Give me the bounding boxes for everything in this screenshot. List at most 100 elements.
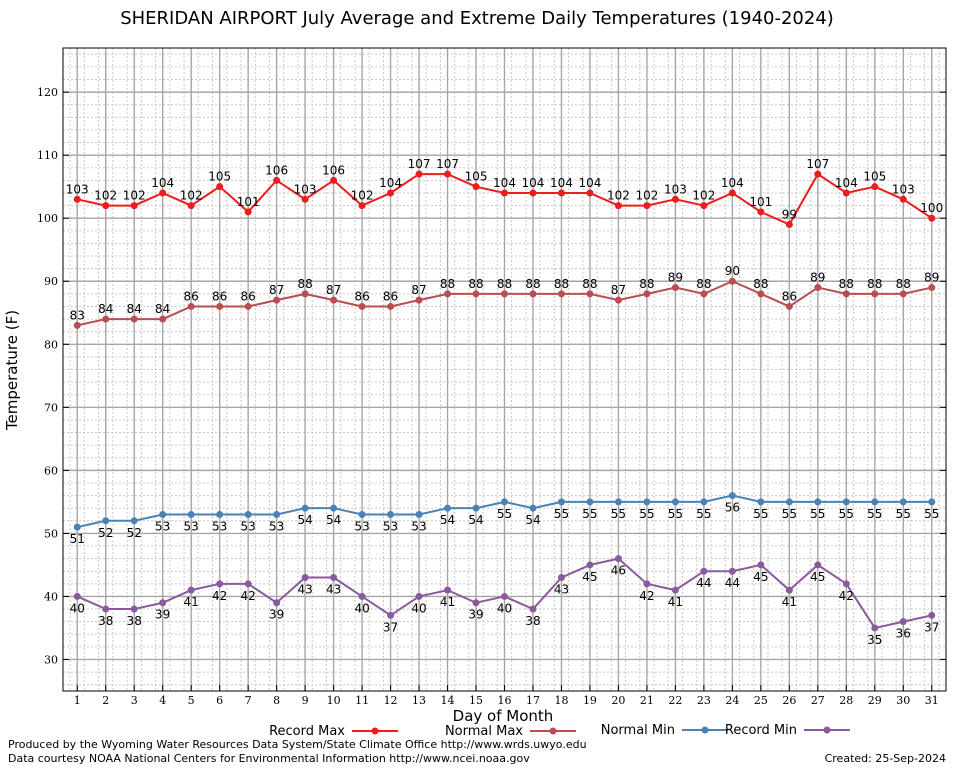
normal-max-data-label: 88: [753, 277, 768, 291]
normal-min-point: [842, 498, 850, 506]
record-min-point: [387, 611, 395, 619]
normal-min-data-label: 55: [753, 507, 768, 521]
x-tick-label: 12: [384, 694, 398, 707]
normal-max-point: [529, 290, 537, 298]
normal-min-data-label: 54: [525, 513, 540, 527]
legend-label-record-min: Record Min: [725, 723, 797, 738]
record-min-data-label: 46: [611, 564, 626, 578]
record-min-data-label: 39: [155, 608, 170, 622]
record-min-data-label: 44: [725, 576, 740, 590]
record-min-data-label: 39: [269, 608, 284, 622]
x-tick-label: 14: [441, 694, 455, 707]
record-min-point: [130, 605, 138, 613]
normal-min-point: [73, 523, 81, 531]
record-max-point: [529, 189, 537, 197]
record-max-point: [73, 195, 81, 203]
normal-min-point: [187, 510, 195, 518]
normal-max-data-label: 87: [611, 283, 626, 297]
x-axis-label: Day of Month: [453, 707, 554, 725]
normal-max-data-label: 87: [269, 283, 284, 297]
record-max-data-label: 104: [493, 176, 516, 190]
y-tick-label: 80: [44, 338, 58, 351]
record-min-point: [159, 599, 167, 607]
record-min-data-label: 39: [468, 608, 483, 622]
record-max-data-label: 105: [863, 170, 886, 184]
record-max-data-label: 104: [522, 176, 545, 190]
normal-min-point: [244, 510, 252, 518]
normal-max-point: [358, 302, 366, 310]
normal-max-data-label: 86: [241, 289, 256, 303]
normal-min-data-label: 54: [326, 513, 341, 527]
record-min-point: [700, 567, 708, 575]
normal-min-point: [700, 498, 708, 506]
record-min-data-label: 42: [212, 589, 227, 603]
record-max-data-label: 104: [550, 176, 573, 190]
legend-label-normal-max: Normal Max: [445, 724, 523, 739]
record-min-data-label: 38: [525, 614, 540, 628]
record-min-point: [529, 605, 537, 613]
normal-min-point: [643, 498, 651, 506]
normal-max-point: [330, 296, 338, 304]
record-min-point: [928, 611, 936, 619]
credit-line-1: Produced by the Wyoming Water Resources …: [8, 738, 587, 751]
record-max-point: [614, 202, 622, 210]
normal-min-data-label: 53: [411, 519, 426, 533]
normal-min-data-label: 53: [269, 519, 284, 533]
x-tick-label: 26: [782, 694, 796, 707]
legend-label-record-max: Record Max: [269, 724, 345, 739]
x-tick-label: 20: [611, 694, 625, 707]
record-max-point: [216, 183, 224, 191]
y-tick-label: 60: [44, 464, 58, 477]
normal-max-point: [842, 290, 850, 298]
record-min-point: [671, 586, 679, 594]
record-max-data-label: 100: [920, 201, 943, 215]
normal-min-point: [102, 517, 110, 525]
grid-lines: [63, 48, 946, 691]
record-max-point: [102, 202, 110, 210]
normal-max-data-label: 87: [411, 283, 426, 297]
record-min-point: [614, 555, 622, 563]
x-tick-label: 9: [302, 694, 309, 707]
normal-min-data-label: 53: [184, 519, 199, 533]
record-max-data-label: 101: [237, 195, 260, 209]
record-max-point: [557, 189, 565, 197]
x-tick-label: 27: [811, 694, 825, 707]
record-max-data-label: 102: [123, 189, 146, 203]
record-min-point: [728, 567, 736, 575]
normal-min-point: [586, 498, 594, 506]
x-tick-label: 25: [754, 694, 768, 707]
normal-max-data-label: 88: [440, 277, 455, 291]
record-max-data-label: 102: [94, 189, 117, 203]
normal-max-data-label: 84: [155, 302, 170, 316]
normal-min-data-label: 52: [98, 526, 113, 540]
normal-max-point: [387, 302, 395, 310]
record-min-point: [472, 599, 480, 607]
record-max-point: [187, 202, 195, 210]
normal-max-data-label: 88: [468, 277, 483, 291]
record-max-data-label: 105: [208, 170, 231, 184]
record-max-data-label: 106: [265, 163, 288, 177]
record-min-data-label: 41: [440, 595, 455, 609]
normal-min-point: [671, 498, 679, 506]
normal-min-point: [814, 498, 822, 506]
normal-max-data-label: 86: [354, 289, 369, 303]
record-min-data-label: 40: [411, 601, 426, 615]
record-max-data-label: 104: [151, 176, 174, 190]
record-max-data-label: 107: [436, 157, 459, 171]
normal-min-data-label: 56: [725, 501, 740, 515]
record-max-point: [871, 183, 879, 191]
normal-min-point: [273, 510, 281, 518]
normal-min-data-label: 55: [554, 507, 569, 521]
normal-min-data-label: 55: [924, 507, 939, 521]
record-max-point: [814, 170, 822, 178]
normal-min-data-label: 53: [354, 519, 369, 533]
normal-min-point: [130, 517, 138, 525]
record-max-point: [643, 202, 651, 210]
normal-max-point: [216, 302, 224, 310]
record-min-point: [444, 586, 452, 594]
normal-min-data-label: 54: [468, 513, 483, 527]
record-max-point: [671, 195, 679, 203]
normal-min-data-label: 55: [782, 507, 797, 521]
record-max-data-label: 103: [664, 182, 687, 196]
normal-max-data-label: 86: [184, 289, 199, 303]
